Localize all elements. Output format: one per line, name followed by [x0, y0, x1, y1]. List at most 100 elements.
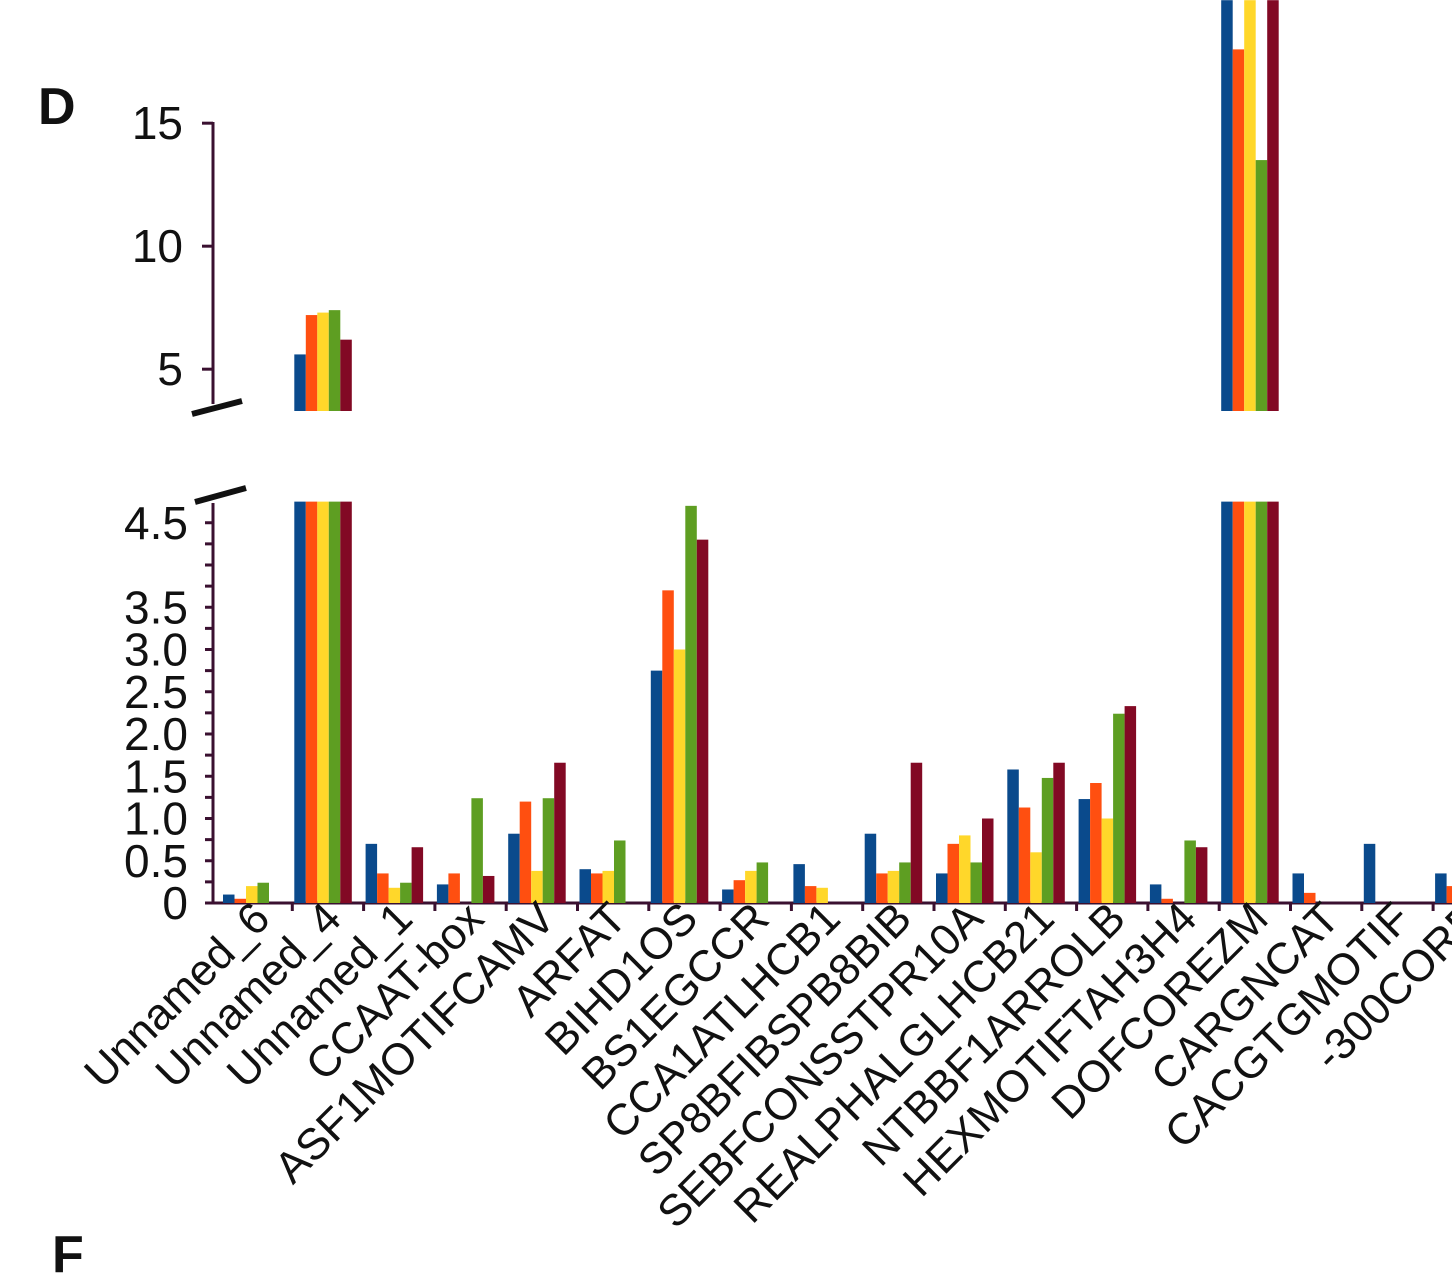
lower-tick-label: 1.0	[124, 793, 188, 845]
bar-SP8BFIBSPB8BIB-s2	[876, 873, 888, 903]
lower-tick-label: 1.5	[124, 750, 188, 802]
bar-REALPHALGLHCB21-s2	[1018, 807, 1031, 903]
bar-NTBBF1ARROLB-s4	[1113, 713, 1125, 903]
bar-REALPHALGLHCB21-s3	[1030, 852, 1042, 903]
bar-CCAAT-box-s1	[436, 884, 449, 903]
axis-break-mark-bottom	[194, 485, 247, 505]
bar-HEXMOTIFTAH3H4-s4	[1184, 840, 1196, 903]
bar-CCAAT-box-s2	[448, 873, 460, 903]
bar-CCAAT-box-s4	[471, 798, 483, 903]
bar-CARGNCAT-s2	[1304, 892, 1316, 903]
bar-Unnamed_4-s5	[340, 501, 352, 903]
bar-upper-Unnamed_4-s3	[317, 312, 329, 411]
bar-HEXMOTIFTAH3H4-s1	[1149, 884, 1162, 903]
bar-SP8BFIBSPB8BIB-s4	[899, 862, 911, 903]
bar-REALPHALGLHCB21-s1	[1007, 769, 1019, 903]
bar-SEBFCONSSTPR10A-s5	[982, 818, 994, 903]
bar-SEBFCONSSTPR10A-s4	[970, 862, 982, 903]
panel-label-f: F	[52, 1226, 84, 1277]
bar--300CORE-s1	[1435, 873, 1447, 903]
bar-group	[223, 0, 1452, 911]
bar-ARFAT-s1	[579, 869, 591, 903]
bar-ARFAT-s2	[591, 873, 603, 903]
bar-Unnamed_1-s2	[377, 873, 389, 903]
lower-tick-label: 2.5	[124, 666, 188, 718]
bar-CCA1ATLHCB1-s2	[804, 886, 817, 903]
axis-break-mark-top	[191, 398, 243, 417]
bar-CACGTGMOTIF-s1	[1363, 843, 1376, 903]
bar-upper-Unnamed_4-s1	[294, 354, 306, 411]
bar-Unnamed_4-s4	[328, 501, 341, 903]
bar-upper-DOFCOREZM-s3	[1244, 0, 1256, 412]
bar-Unnamed_1-s4	[400, 882, 412, 903]
bar-SEBFCONSSTPR10A-s3	[959, 835, 971, 903]
bar-HEXMOTIFTAH3H4-s2	[1161, 898, 1173, 903]
bar-ARFAT-s4	[614, 840, 626, 903]
upper-tick-label: 5	[157, 343, 183, 395]
panel-label-d: D	[38, 78, 76, 136]
lower-tick-label: 0	[162, 877, 188, 929]
bar-ASF1MOTIFCAMV-s2	[519, 801, 532, 903]
bar-Unnamed_6-s4	[257, 882, 269, 903]
bar-upper-DOFCOREZM-s2	[1232, 49, 1245, 411]
lower-tick-label: 2.0	[124, 708, 188, 760]
bar-BIHD1OS-s5	[696, 539, 709, 903]
bar-upper-Unnamed_4-s5	[340, 339, 352, 411]
lower-y-axis: 00.51.01.52.02.53.03.5 4.5	[124, 485, 1452, 929]
bar-SP8BFIBSPB8BIB-s1	[864, 833, 877, 903]
bar-BIHD1OS-s2	[662, 590, 674, 903]
upper-tick-label: 10	[132, 220, 183, 272]
bar-DOFCOREZM-s4	[1255, 501, 1268, 903]
bar-BS1EGCCR-s1	[722, 889, 734, 903]
bar-Unnamed_6-s2	[234, 898, 246, 903]
bar-BS1EGCCR-s4	[756, 862, 769, 903]
bar-BIHD1OS-s1	[650, 670, 663, 903]
bar-Unnamed_4-s1	[294, 501, 306, 903]
upper-tick-label: 15	[132, 97, 183, 149]
bar-BIHD1OS-s3	[673, 649, 686, 903]
bar-ASF1MOTIFCAMV-s3	[531, 870, 543, 903]
bar-CCA1ATLHCB1-s3	[816, 887, 828, 903]
bar-Unnamed_4-s3	[317, 501, 329, 903]
bar-ASF1MOTIFCAMV-s4	[542, 798, 555, 903]
bar-NTBBF1ARROLB-s1	[1078, 799, 1091, 903]
bar-DOFCOREZM-s2	[1232, 501, 1245, 903]
bar-Unnamed_6-s3	[246, 886, 258, 903]
bar-NTBBF1ARROLB-s3	[1101, 818, 1114, 903]
bar-upper-DOFCOREZM-s1	[1221, 0, 1233, 412]
bar-SEBFCONSSTPR10A-s2	[947, 843, 959, 903]
upper-y-axis: 5 10 15	[132, 97, 243, 417]
bar-BIHD1OS-s4	[685, 505, 697, 903]
lower-tick-label: 3.0	[124, 624, 188, 676]
bar-Unnamed_1-s1	[365, 843, 378, 903]
bar-Unnamed_1-s5	[411, 847, 424, 903]
bar-upper-DOFCOREZM-s5	[1267, 0, 1279, 412]
bar-NTBBF1ARROLB-s5	[1124, 706, 1137, 903]
bar-DOFCOREZM-s5	[1267, 501, 1279, 903]
bar-SP8BFIBSPB8BIB-s3	[887, 870, 900, 903]
bar-upper-Unnamed_4-s2	[305, 315, 318, 411]
bar-DOFCOREZM-s3	[1244, 501, 1256, 903]
bar-ASF1MOTIFCAMV-s1	[508, 833, 520, 903]
x-axis-labels: Unnamed_6Unnamed_4Unnamed_1CCAAT-boxASF1…	[75, 893, 1452, 1238]
bar-BS1EGCCR-s2	[733, 880, 746, 903]
bar-upper-DOFCOREZM-s4	[1255, 160, 1268, 411]
bar--300CORE-s2	[1446, 886, 1452, 903]
bar-BS1EGCCR-s3	[745, 870, 757, 903]
bar-CCAAT-box-s5	[482, 875, 495, 903]
lower-tick-label: 4.5	[124, 497, 188, 549]
bar-SEBFCONSSTPR10A-s1	[936, 873, 948, 903]
bar-ARFAT-s3	[602, 870, 614, 903]
bar-DOFCOREZM-s1	[1221, 501, 1233, 903]
bar-upper-Unnamed_4-s4	[328, 310, 341, 411]
bar-Unnamed_1-s3	[388, 887, 401, 903]
bar-HEXMOTIFTAH3H4-s5	[1195, 847, 1208, 903]
bar-REALPHALGLHCB21-s4	[1041, 777, 1054, 903]
bar-CCA1ATLHCB1-s1	[793, 864, 805, 903]
bar-REALPHALGLHCB21-s5	[1053, 762, 1065, 903]
bar-CARGNCAT-s1	[1292, 873, 1304, 903]
bar-SP8BFIBSPB8BIB-s5	[910, 762, 923, 903]
bar-Unnamed_6-s1	[223, 894, 235, 903]
bar-NTBBF1ARROLB-s2	[1090, 783, 1102, 903]
